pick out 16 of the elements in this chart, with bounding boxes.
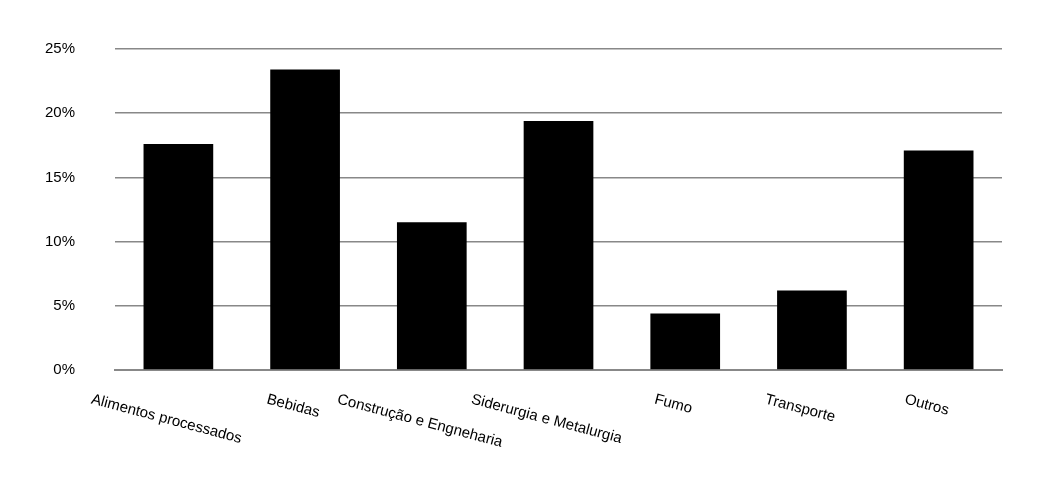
- y-tick-label: 5%: [53, 295, 76, 313]
- y-tick-label: 10%: [44, 231, 76, 249]
- y-tick-label: 20%: [44, 103, 76, 121]
- y-tick-label: 0%: [53, 360, 76, 378]
- x-tick-label: Fumo: [652, 389, 695, 417]
- bar: [777, 290, 847, 370]
- bar: [903, 150, 974, 370]
- y-tick-label: 25%: [44, 39, 76, 57]
- x-tick-label: Outros: [903, 389, 951, 418]
- bar: [143, 144, 214, 370]
- x-tick-label: Bebidas: [265, 389, 322, 421]
- bar: [523, 120, 594, 370]
- bar: [650, 313, 721, 370]
- bar: [270, 69, 340, 370]
- bar: [396, 222, 467, 370]
- y-tick-label: 15%: [44, 167, 76, 185]
